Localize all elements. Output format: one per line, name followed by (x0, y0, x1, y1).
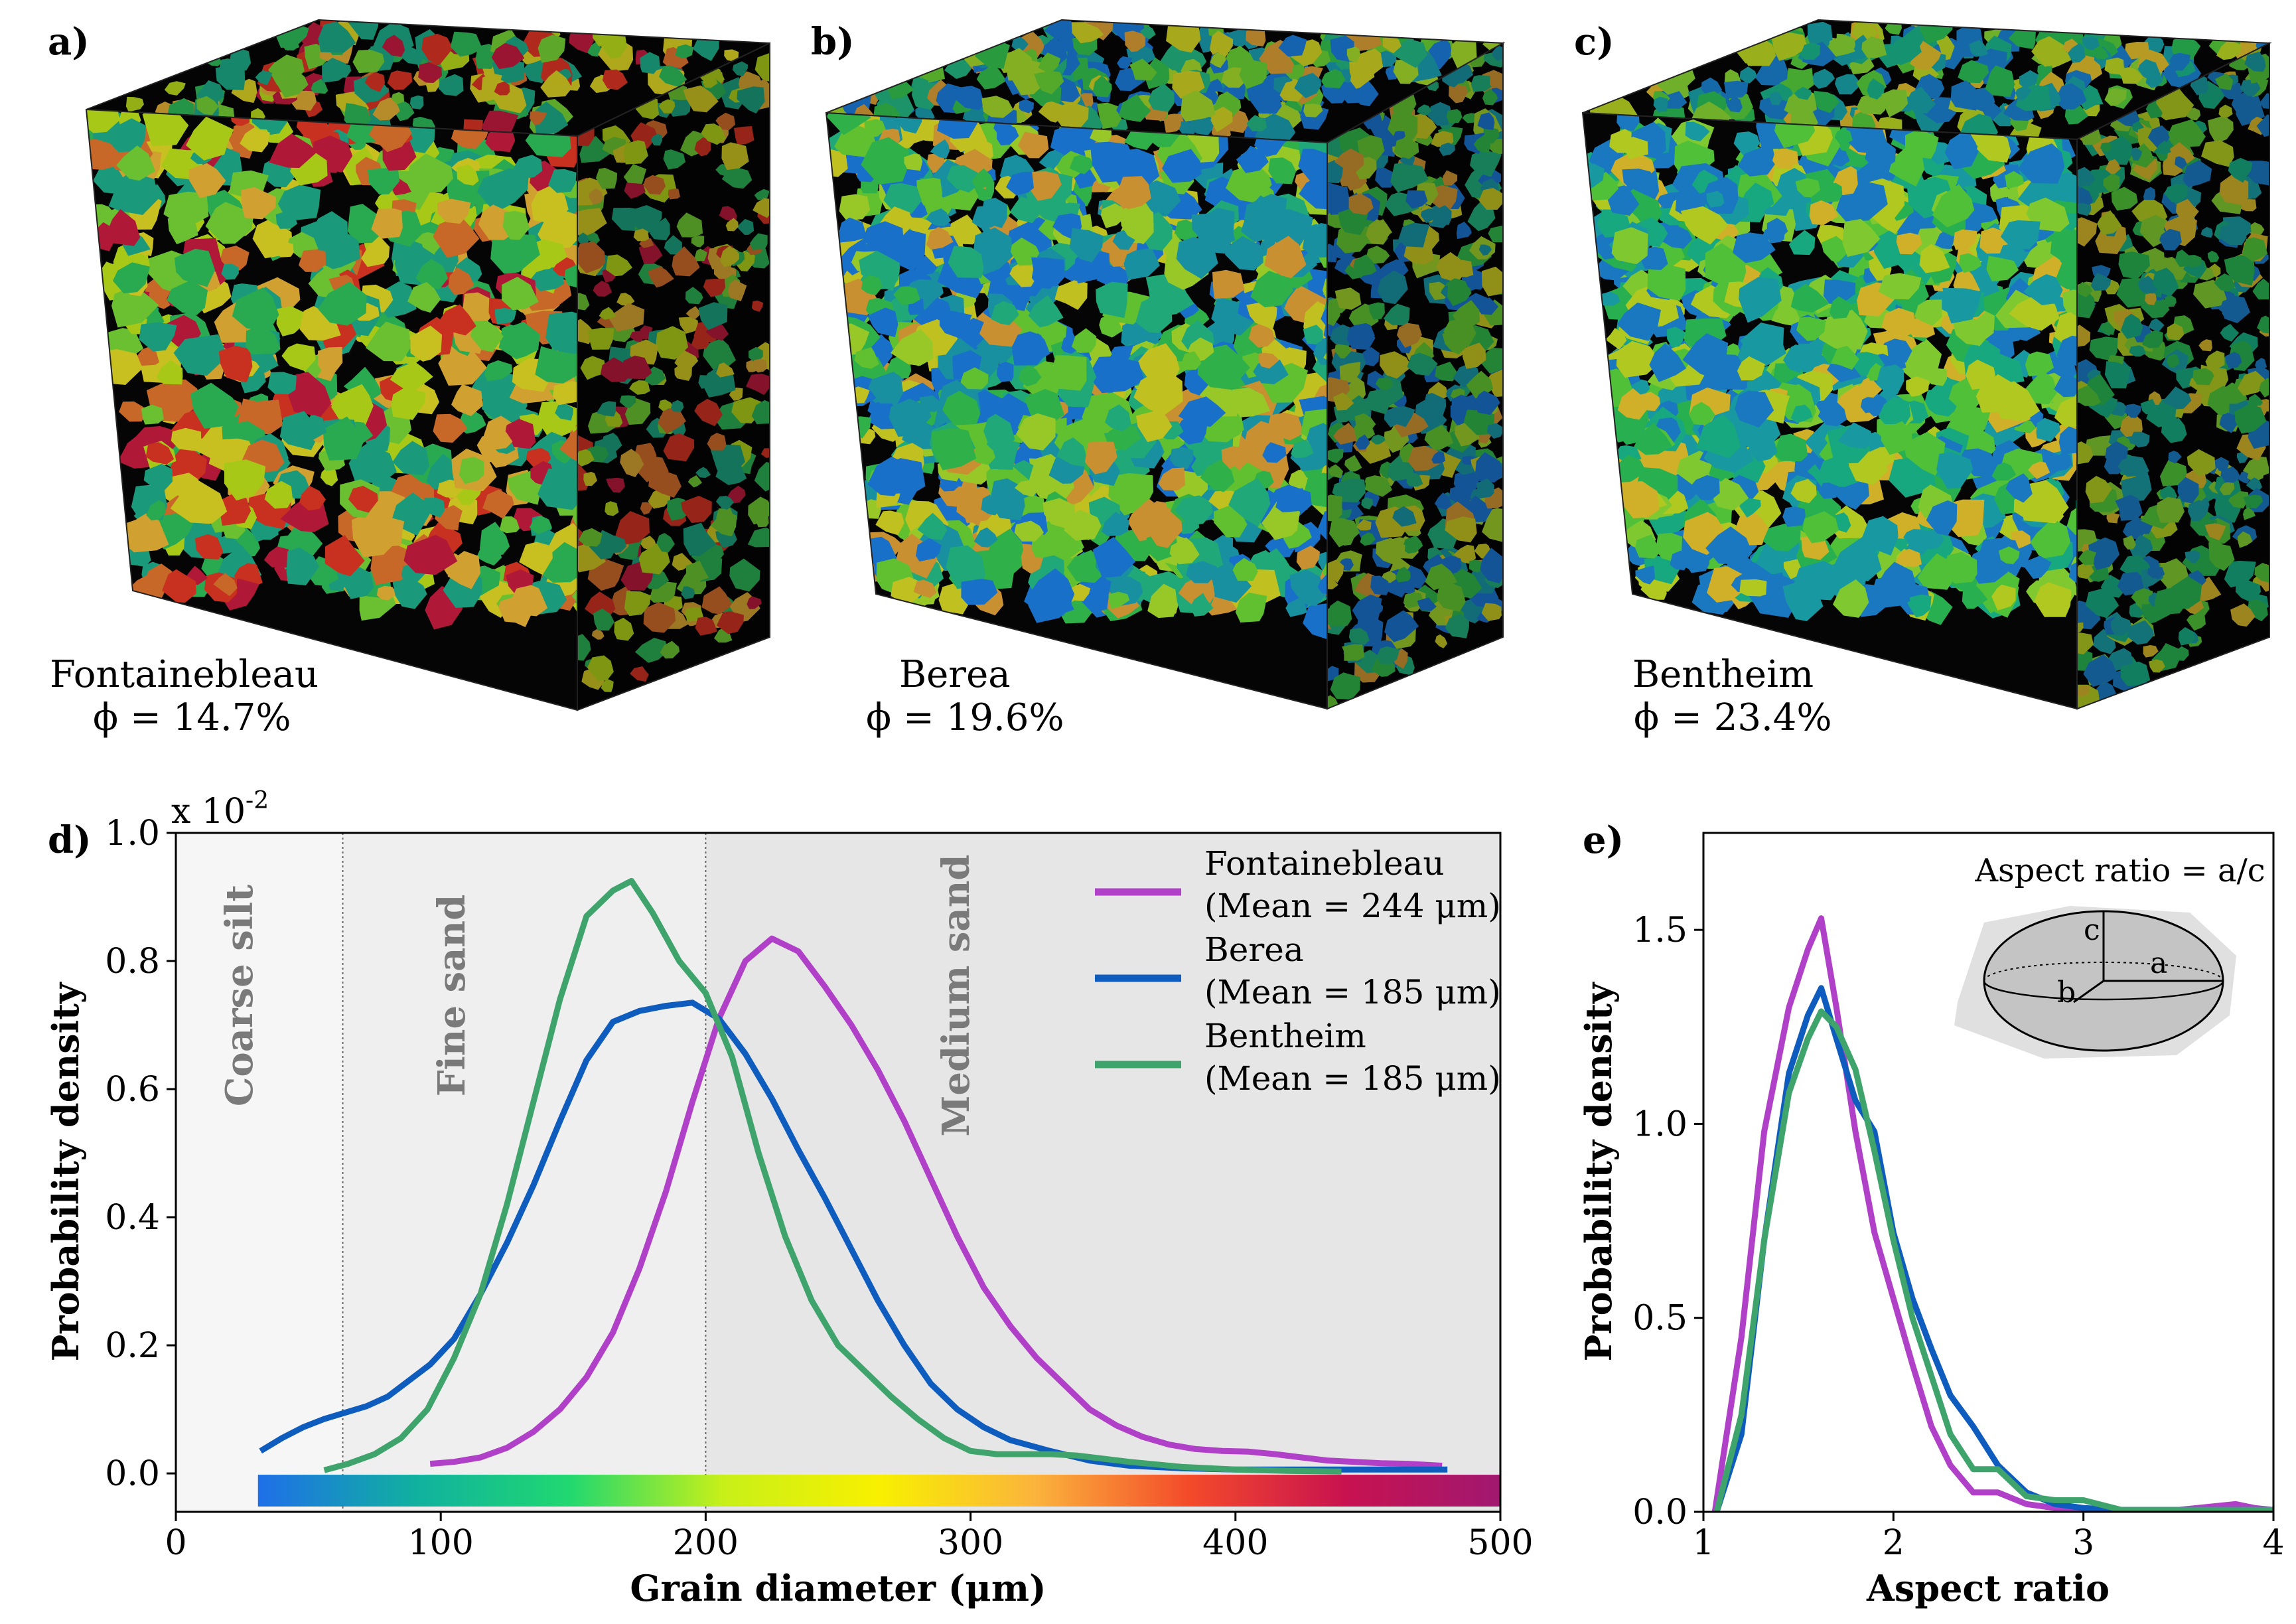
legend-label: Fontainebleau (1204, 844, 1445, 883)
grain-size-chart: Coarse silt Fine sand Medium sand 0 100 200 3… (44, 787, 1534, 1609)
y-tick-label: 0.8 (105, 942, 160, 982)
inset-axis-label: c (2084, 913, 2100, 947)
y-tick-label: 0.4 (105, 1198, 160, 1238)
band-label: Medium sand (934, 854, 978, 1136)
y-tick-label: 0.0 (105, 1454, 160, 1494)
x-tick-label: 200 (673, 1523, 739, 1563)
band-label: Fine sand (430, 895, 474, 1097)
porosity-a: ϕ = 14.7% (93, 696, 291, 739)
series-line-bentheim (323, 877, 1342, 1475)
band-label: Coarse silt (218, 885, 261, 1106)
legend-label: Berea (1204, 930, 1304, 969)
x-axis-title: Aspect ratio (1866, 1567, 2110, 1609)
legend-mean: (Mean = 244 μm) (1204, 887, 1501, 925)
inset-axis-label: a (2150, 946, 2167, 980)
band-medium-sand (705, 833, 1500, 1512)
plot-frame (175, 832, 1502, 1513)
series-line-berea (259, 999, 1448, 1473)
x-tick-label: 3 (2072, 1523, 2094, 1563)
y-tick-label: 1.0 (1632, 1104, 1687, 1144)
series-line-fontainebleau (429, 935, 1443, 1469)
panel-label-a: a) (48, 20, 90, 64)
band-coarse-silt (176, 833, 343, 1512)
bentheim-cube (1581, 19, 2272, 710)
y-axis-title: Probability density (44, 982, 87, 1361)
x-tick-label: 1 (1692, 1523, 1714, 1563)
x-tick-label: 100 (408, 1523, 474, 1563)
y-tick-label: 1.0 (105, 814, 160, 853)
legend-mean: (Mean = 185 μm) (1204, 973, 1501, 1011)
grain-colorbar (257, 1475, 1501, 1507)
y-tick-label: 0.6 (105, 1070, 160, 1110)
y-tick-label: 1.5 (1632, 911, 1687, 950)
x-tick-label: 400 (1202, 1523, 1268, 1563)
fontainebleau-cube (85, 19, 770, 711)
series-line-bentheim (1713, 1008, 2273, 1512)
band-fine-sand (342, 833, 706, 1512)
panel-label-c: c) (1574, 20, 1614, 64)
sample-name-c: Bentheim (1632, 653, 1814, 696)
plot-frame (1702, 832, 2275, 1513)
x-tick-label: 2 (1883, 1523, 1904, 1563)
sample-name-b: Berea (899, 653, 1011, 696)
y-tick-label: 0.0 (1632, 1493, 1687, 1532)
legend-label: Bentheim (1204, 1017, 1366, 1055)
ellipsoid-inset: Aspect ratio = a/c c a b (1954, 852, 2265, 1059)
berea-cube (825, 19, 1506, 710)
x-tick-label: 500 (1467, 1523, 1533, 1563)
porosity-c: ϕ = 23.4% (1634, 696, 1832, 739)
panel-label-d: d) (48, 818, 92, 862)
sample-name-a: Fontainebleau (50, 653, 319, 696)
inset-title: Aspect ratio = a/c (1974, 852, 2265, 889)
scale-note: x 10-2 (171, 787, 269, 832)
panel-label-e: e) (1583, 818, 1624, 862)
x-axis-title: Grain diameter (μm) (630, 1567, 1046, 1609)
y-tick-label: 0.2 (105, 1326, 160, 1366)
porosity-b: ϕ = 19.6% (866, 696, 1064, 739)
panel-label-b: b) (811, 20, 855, 64)
x-tick-label: 4 (2262, 1523, 2284, 1563)
y-axis-title: Probability density (1577, 982, 1620, 1361)
inset-axis-label: b (2057, 976, 2076, 1009)
x-tick-label: 0 (165, 1523, 186, 1563)
series-line-berea (1713, 985, 2273, 1512)
legend-mean: (Mean = 185 μm) (1204, 1059, 1501, 1098)
aspect-ratio-chart: 1 2 3 4 0.0 0.5 1.0 1.5 Aspect ratio = a/c c a b e… (1577, 818, 2285, 1609)
x-tick-label: 300 (938, 1523, 1003, 1563)
y-tick-label: 0.5 (1632, 1299, 1687, 1339)
